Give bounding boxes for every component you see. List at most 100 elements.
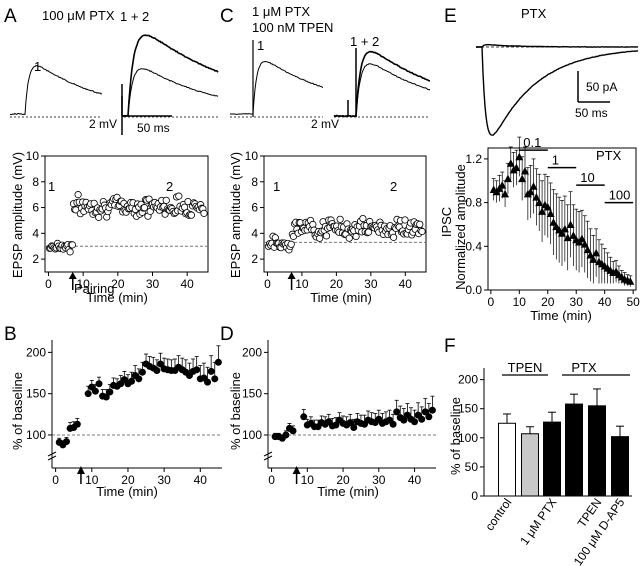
- panel-d-xlabel: Time (min): [317, 484, 379, 499]
- data-point: [532, 193, 541, 201]
- y-tick-label: 200: [26, 345, 46, 359]
- data-point: [558, 229, 566, 237]
- data-point: [102, 393, 110, 401]
- y-tick-label: 100: [458, 431, 478, 445]
- pairing-arrow-head: [292, 466, 301, 474]
- panel-e-ylabel2: IPSC: [439, 207, 454, 237]
- data-point: [546, 209, 555, 218]
- panel-c-condition-2: 100 nM TPEN: [252, 20, 333, 35]
- data-point: [135, 375, 143, 383]
- data-point: [418, 415, 426, 423]
- panel-c-xlabel: Time (min): [310, 290, 372, 305]
- panel-e-plot: 0 10 20 30 40 50 0.0 0.4 0.8 1.2 0.1 1 10 100: [465, 135, 640, 309]
- y-tick-label: 200: [242, 345, 262, 359]
- epsp-trace-baseline: [229, 60, 324, 115]
- y-tick-label: 100: [242, 428, 262, 442]
- data-point: [549, 218, 558, 226]
- x-tick-label: 40: [598, 295, 612, 309]
- y-tick-label: 0.8: [465, 196, 482, 210]
- y-tick-label: 0.0: [465, 283, 482, 297]
- data-point: [138, 368, 146, 376]
- data-point: [207, 367, 215, 375]
- data-point: [411, 418, 419, 426]
- concentration-label: 100: [609, 188, 631, 203]
- bar-category-label: control: [482, 496, 514, 534]
- y-tick-label: 4: [251, 226, 258, 240]
- y-tick-label: 0.4: [465, 239, 482, 253]
- epsp-point: [359, 214, 367, 223]
- data-point: [560, 224, 569, 233]
- data-point: [577, 234, 586, 243]
- epsp-point: [200, 209, 208, 217]
- data-point: [204, 378, 212, 386]
- bar: [521, 433, 539, 497]
- panel-f-group-tpen: TPEN: [508, 360, 543, 375]
- epsp-point: [401, 216, 409, 224]
- panel-b-plot: 0 10 20 30 40 100 150 200: [26, 340, 222, 487]
- x-tick-label: 0: [45, 277, 52, 291]
- panel-c-trace-label-1: 1: [257, 38, 264, 53]
- epsp-point: [95, 213, 103, 221]
- data-point: [586, 251, 595, 259]
- pairing-arrow-head: [76, 466, 85, 474]
- panel-a-ylabel: EPSP amplitude (mV): [10, 152, 25, 278]
- y-tick-label: 8: [251, 175, 258, 189]
- data-point: [543, 202, 552, 211]
- panel-e-scale-pa: 50 pA: [586, 80, 617, 94]
- y-tick-label: 2: [251, 252, 258, 266]
- panel-d-ylabel: % of baseline: [228, 372, 243, 450]
- panel-e-condition: PTX: [521, 6, 547, 21]
- y-tick-label: 10: [245, 149, 259, 163]
- data-point: [515, 152, 524, 161]
- data-point: [526, 187, 535, 196]
- epsp-point: [68, 241, 76, 249]
- y-tick-label: 1.2: [465, 152, 482, 166]
- bar: [611, 436, 629, 497]
- axis-break: [47, 451, 57, 457]
- y-tick-label: 8: [32, 175, 39, 189]
- epsp-point: [66, 248, 74, 256]
- data-point: [563, 233, 572, 242]
- data-point: [503, 174, 512, 183]
- panel-c-plot: 0 10 20 30 40 2 4 6 8 10: [245, 149, 427, 291]
- epsp-point: [162, 196, 170, 204]
- panel-e-ylabel: Normalized amplitude: [453, 164, 468, 290]
- x-tick-label: 50: [626, 295, 640, 309]
- data-point: [521, 166, 529, 175]
- x-tick-label: 10: [85, 473, 99, 487]
- data-point: [62, 438, 70, 446]
- x-tick-label: 20: [330, 277, 344, 291]
- y-tick-label: 100: [26, 428, 46, 442]
- bar: [543, 421, 561, 497]
- data-point: [128, 377, 136, 385]
- ipsc-trace-control: [475, 46, 639, 136]
- plot-frame: [44, 155, 209, 273]
- panel-a-epoch-1: 1: [48, 179, 55, 194]
- epsp-point: [187, 211, 196, 219]
- data-point: [193, 366, 201, 374]
- x-tick-label: 0: [488, 295, 495, 309]
- pairing-arrow-head: [287, 272, 296, 279]
- data-point: [566, 220, 575, 228]
- data-point: [529, 182, 538, 190]
- bar: [498, 422, 516, 497]
- y-tick-label: 150: [458, 402, 478, 416]
- data-point: [106, 388, 114, 396]
- data-point: [589, 255, 598, 263]
- panel-b-xlabel: Time (min): [96, 484, 158, 499]
- data-point: [498, 181, 507, 189]
- panel-f-ylabel: % of baseline: [448, 397, 463, 475]
- x-tick-label: 20: [121, 473, 135, 487]
- data-point: [506, 159, 515, 167]
- x-tick-label: 20: [111, 277, 125, 291]
- y-tick-label: 0: [471, 489, 478, 503]
- data-point: [592, 248, 601, 257]
- epsp-point: [416, 220, 424, 228]
- panel-c-condition-1: 1 μM PTX: [252, 4, 310, 19]
- y-tick-label: 50: [465, 460, 479, 474]
- data-point: [73, 420, 81, 428]
- panel-a-plot: 0 10 20 30 40 2 4 6 8 10: [26, 149, 209, 291]
- data-point: [583, 245, 592, 254]
